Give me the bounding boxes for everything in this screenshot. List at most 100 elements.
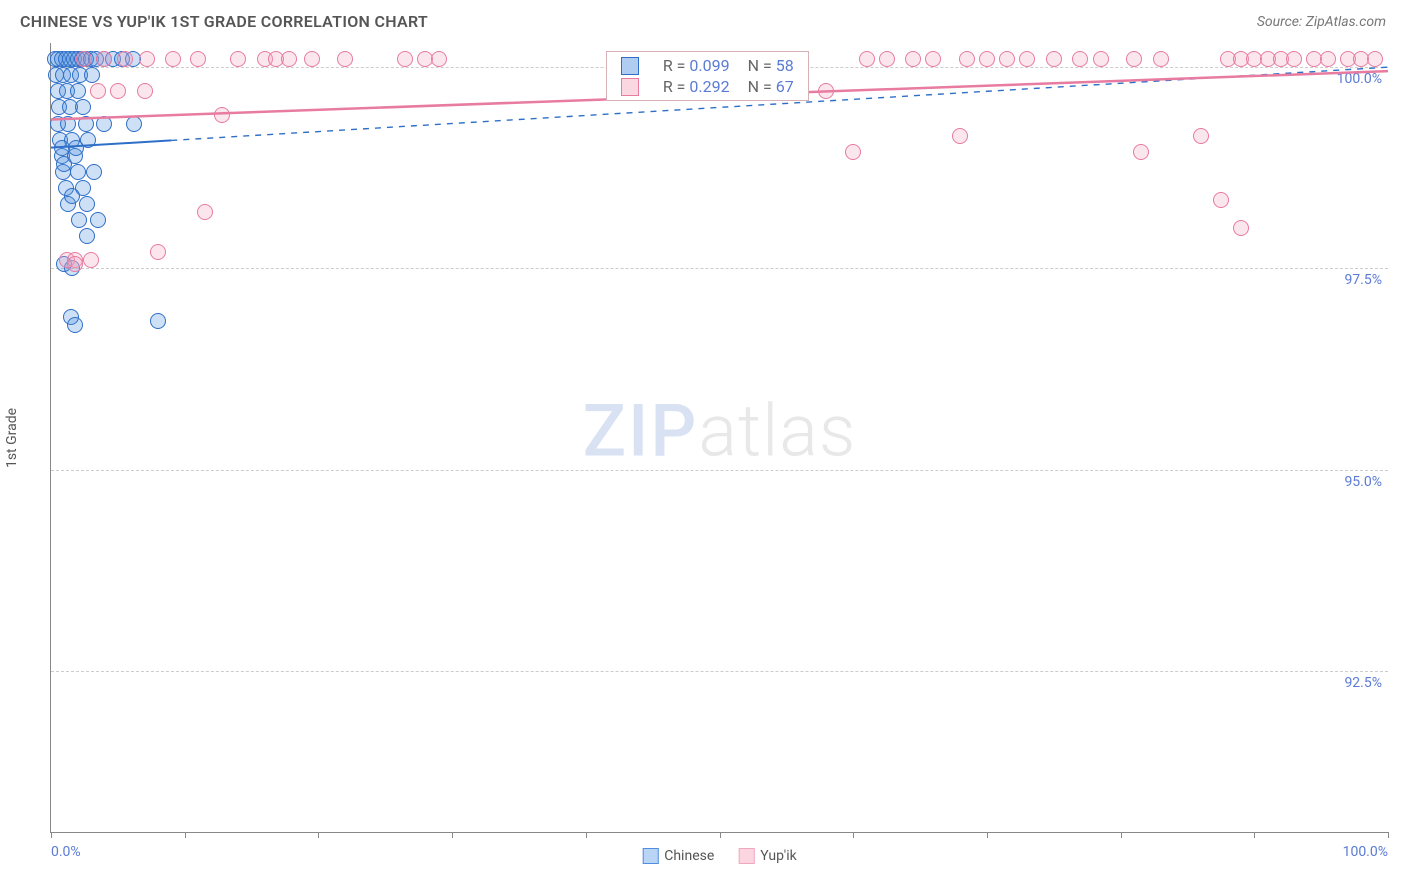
- scatter-point: [126, 116, 142, 132]
- watermark-part1: ZIP: [583, 388, 699, 473]
- x-tick: [853, 832, 854, 838]
- scatter-point: [110, 83, 126, 99]
- trend-lines: [51, 43, 1388, 832]
- scatter-point: [1213, 192, 1229, 208]
- scatter-point: [54, 140, 70, 156]
- scatter-point: [905, 51, 921, 67]
- scatter-point: [1046, 51, 1062, 67]
- scatter-point: [959, 51, 975, 67]
- y-axis-label: 1st Grade: [4, 408, 20, 468]
- scatter-point: [79, 196, 95, 212]
- scatter-point: [96, 51, 112, 67]
- scatter-point: [86, 164, 102, 180]
- scatter-point: [1286, 51, 1302, 67]
- gridline-h: [51, 268, 1388, 269]
- legend-item: Chinese: [642, 848, 714, 864]
- x-tick: [318, 832, 319, 838]
- scatter-point: [56, 156, 72, 172]
- scatter-point: [75, 99, 91, 115]
- scatter-point: [1153, 51, 1169, 67]
- scatter-point: [337, 51, 353, 67]
- legend-label: Yup'ik: [760, 848, 796, 864]
- scatter-point: [1126, 51, 1142, 67]
- stats-n: N = 67: [748, 77, 794, 96]
- scatter-point: [79, 228, 95, 244]
- scatter-point: [71, 212, 87, 228]
- x-tick: [586, 832, 587, 838]
- scatter-point: [70, 83, 86, 99]
- scatter-point: [67, 317, 83, 333]
- scatter-point: [1133, 144, 1149, 160]
- scatter-point: [1367, 51, 1383, 67]
- scatter-point: [859, 51, 875, 67]
- scatter-point: [84, 67, 100, 83]
- x-tick: [51, 832, 52, 838]
- scatter-point: [999, 51, 1015, 67]
- scatter-point: [150, 313, 166, 329]
- scatter-point: [1072, 51, 1088, 67]
- scatter-point: [190, 51, 206, 67]
- x-tick: [987, 832, 988, 838]
- scatter-point: [1320, 51, 1336, 67]
- legend-item: Yup'ik: [738, 848, 796, 864]
- x-tick-label: 100.0%: [1343, 844, 1388, 860]
- scatter-point: [139, 51, 155, 67]
- x-tick: [185, 832, 186, 838]
- scatter-point: [925, 51, 941, 67]
- scatter-point: [818, 83, 834, 99]
- gridline-h: [51, 671, 1388, 672]
- x-tick: [1388, 832, 1389, 838]
- y-tick-label: 95.0%: [1344, 474, 1382, 490]
- scatter-point: [397, 51, 413, 67]
- scatter-point: [150, 244, 166, 260]
- scatter-point: [70, 164, 86, 180]
- stats-n: N = 58: [748, 56, 794, 75]
- scatter-point: [1193, 128, 1209, 144]
- scatter-point: [952, 128, 968, 144]
- scatter-point: [137, 83, 153, 99]
- scatter-point: [117, 51, 133, 67]
- y-tick-label: 100.0%: [1337, 71, 1382, 87]
- scatter-point: [197, 204, 213, 220]
- scatter-point: [979, 51, 995, 67]
- stats-box: R = 0.099N = 58R = 0.292N = 67: [606, 51, 809, 101]
- watermark: ZIPatlas: [583, 388, 857, 473]
- plot-area: ZIPatlas 92.5%95.0%97.5%100.0%0.0%100.0%…: [50, 43, 1388, 833]
- scatter-point: [845, 144, 861, 160]
- legend-swatch: [738, 848, 754, 864]
- stats-swatch: [621, 78, 639, 96]
- scatter-point: [90, 83, 106, 99]
- legend: Chinese Yup'ik: [642, 848, 797, 864]
- scatter-point: [64, 188, 80, 204]
- watermark-part2: atlas: [698, 388, 856, 473]
- scatter-point: [281, 51, 297, 67]
- scatter-point: [879, 51, 895, 67]
- chart-source: Source: ZipAtlas.com: [1257, 14, 1386, 30]
- stats-swatch: [621, 57, 639, 75]
- stats-r: R = 0.099: [663, 56, 730, 75]
- legend-label: Chinese: [664, 848, 714, 864]
- scatter-point: [165, 51, 181, 67]
- scatter-point: [1233, 220, 1249, 236]
- x-tick-label: 0.0%: [51, 844, 81, 860]
- scatter-point: [96, 116, 112, 132]
- x-tick: [452, 832, 453, 838]
- x-tick: [1254, 832, 1255, 838]
- scatter-point: [67, 256, 83, 272]
- scatter-point: [431, 51, 447, 67]
- y-tick-label: 92.5%: [1344, 675, 1382, 691]
- scatter-point: [1019, 51, 1035, 67]
- y-tick-label: 97.5%: [1344, 272, 1382, 288]
- scatter-point: [90, 212, 106, 228]
- scatter-point: [78, 116, 94, 132]
- scatter-point: [76, 51, 92, 67]
- scatter-point: [60, 116, 76, 132]
- scatter-point: [1093, 51, 1109, 67]
- scatter-point: [83, 252, 99, 268]
- scatter-point: [230, 51, 246, 67]
- scatter-point: [304, 51, 320, 67]
- scatter-point: [214, 107, 230, 123]
- x-tick: [720, 832, 721, 838]
- chart-container: 1st Grade ZIPatlas 92.5%95.0%97.5%100.0%…: [40, 43, 1388, 833]
- scatter-point: [68, 140, 84, 156]
